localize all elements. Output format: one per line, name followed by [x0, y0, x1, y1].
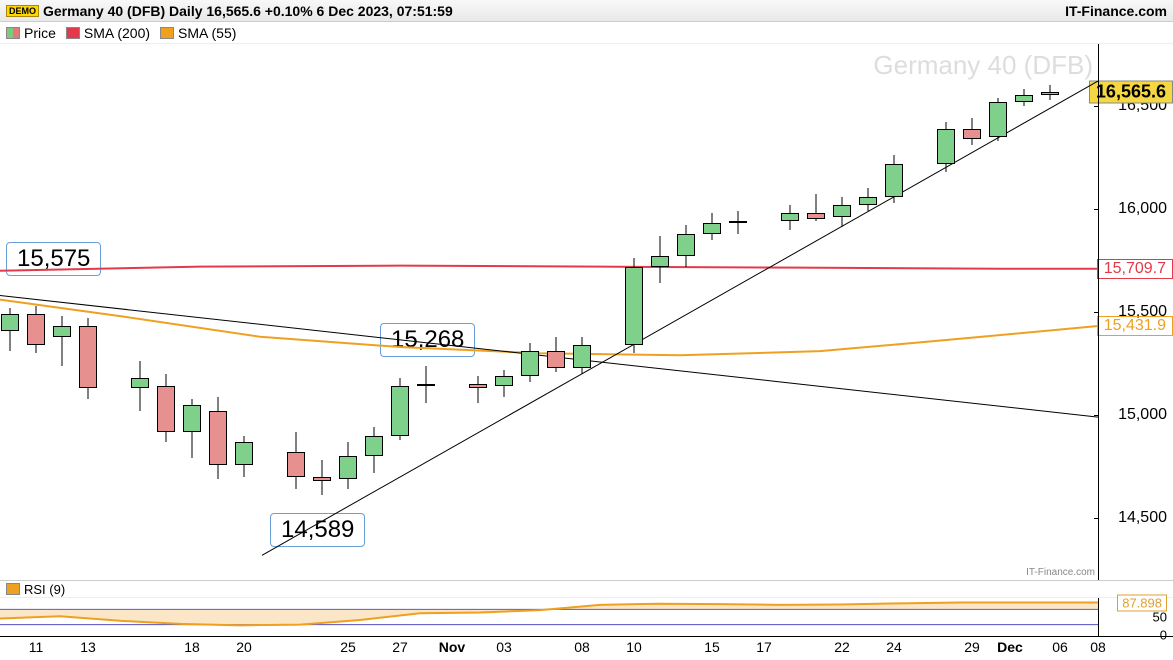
legend-price: Price — [6, 25, 56, 41]
candle — [157, 44, 175, 580]
y-tick-label: 16,000 — [1112, 200, 1173, 218]
candle — [989, 44, 1007, 580]
site-brand: IT-Finance.com — [1065, 3, 1167, 19]
candle — [677, 44, 695, 580]
y-tick-label: 14,500 — [1112, 509, 1173, 527]
y-value-box: 15,709.7 — [1097, 259, 1173, 279]
chart-header: DEMO Germany 40 (DFB) Daily 16,565.6 +0.… — [0, 0, 1173, 22]
candle — [391, 44, 409, 580]
x-tick-label: 10 — [626, 639, 642, 655]
y-value-box: 16,565.6 — [1089, 81, 1173, 104]
x-tick-label: 08 — [1090, 639, 1106, 655]
x-axis: 11 13 18 20 25 27 Nov 03 08 10 15 17 22 24 29 Dec 06 08 — [0, 636, 1173, 660]
candle — [1, 44, 19, 580]
candle — [651, 44, 669, 580]
candle — [287, 44, 305, 580]
x-tick-label: 17 — [756, 639, 772, 655]
price-chart[interactable]: Germany 40 (DFB) IT-Finance.com 14,50015… — [0, 44, 1173, 580]
x-tick-label: 13 — [80, 639, 96, 655]
rsi-label: RSI (9) — [24, 582, 65, 597]
candle — [833, 44, 851, 580]
x-tick-label: 03 — [496, 639, 512, 655]
x-tick-label: 24 — [886, 639, 902, 655]
x-tick-label: 08 — [574, 639, 590, 655]
candle — [235, 44, 253, 580]
sma200-swatch-icon — [66, 27, 80, 39]
legend-sma200-label: SMA (200) — [84, 25, 150, 41]
candle — [339, 44, 357, 580]
candle — [131, 44, 149, 580]
candle — [781, 44, 799, 580]
candle — [573, 44, 591, 580]
candle — [313, 44, 331, 580]
candle — [885, 44, 903, 580]
candle — [1041, 44, 1059, 580]
y-value-box: 15,431.9 — [1097, 316, 1173, 336]
candle — [27, 44, 45, 580]
candle — [209, 44, 227, 580]
x-tick-label: Nov — [439, 639, 465, 655]
candle — [937, 44, 955, 580]
candle — [521, 44, 539, 580]
legend-price-label: Price — [24, 25, 56, 41]
candle — [79, 44, 97, 580]
rsi-legend: RSI (9) — [0, 580, 1173, 598]
chart-title: Germany 40 (DFB) Daily 16,565.6 +0.10% 6… — [43, 3, 453, 19]
sma55-swatch-icon — [160, 27, 174, 39]
candle — [183, 44, 201, 580]
x-tick-label: 22 — [834, 639, 850, 655]
candle — [547, 44, 565, 580]
candle — [365, 44, 383, 580]
x-tick-label: 06 — [1052, 639, 1068, 655]
rsi-y-label: 50 — [1153, 610, 1167, 625]
x-tick-label: 18 — [184, 639, 200, 655]
x-tick-label: Dec — [997, 639, 1023, 655]
legend-sma200: SMA (200) — [66, 25, 150, 41]
x-tick-label: 11 — [29, 639, 44, 655]
candle — [963, 44, 981, 580]
rsi-chart[interactable]: 87.898500 — [0, 598, 1173, 636]
candle — [859, 44, 877, 580]
x-tick-label: 27 — [392, 639, 408, 655]
candle — [729, 44, 747, 580]
candle — [53, 44, 71, 580]
x-tick-label: 15 — [704, 639, 720, 655]
candle — [469, 44, 487, 580]
price-swatch-icon — [6, 27, 20, 39]
legend-sma55: SMA (55) — [160, 25, 236, 41]
candle — [495, 44, 513, 580]
candle — [807, 44, 825, 580]
price-legend: Price SMA (200) SMA (55) — [0, 22, 1173, 44]
candle — [417, 44, 435, 580]
x-tick-label: 29 — [964, 639, 980, 655]
candle — [1015, 44, 1033, 580]
rsi-swatch-icon — [6, 583, 20, 595]
candle — [703, 44, 721, 580]
y-tick-label: 15,000 — [1112, 406, 1173, 424]
candle — [625, 44, 643, 580]
demo-badge: DEMO — [6, 5, 39, 17]
legend-sma55-label: SMA (55) — [178, 25, 236, 41]
x-tick-label: 20 — [236, 639, 252, 655]
x-tick-label: 25 — [340, 639, 356, 655]
